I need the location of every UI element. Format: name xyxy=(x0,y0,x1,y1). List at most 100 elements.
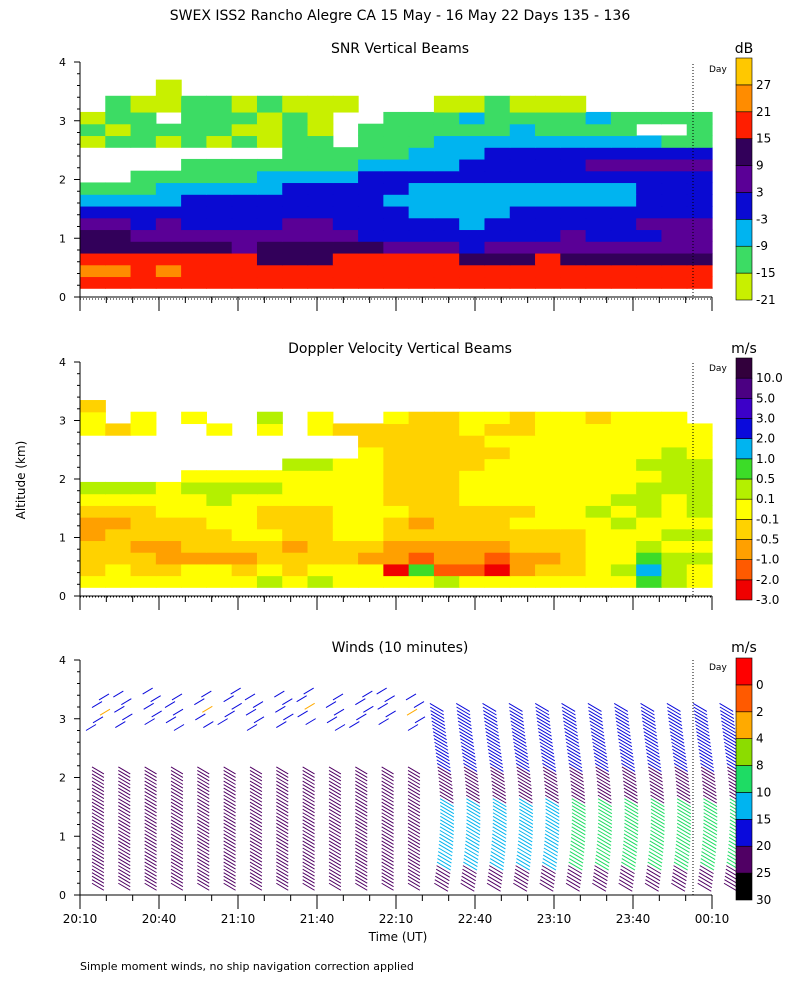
wind-barb xyxy=(440,812,455,822)
wind-barb xyxy=(276,766,289,775)
heatmap-cell xyxy=(256,182,283,195)
wind-barb xyxy=(328,791,342,800)
wind-barb xyxy=(568,762,583,772)
heatmap-cell xyxy=(535,493,561,506)
wind-barb xyxy=(697,741,712,751)
wind-barb xyxy=(516,854,531,864)
wind-barb xyxy=(536,713,551,723)
wind-barb xyxy=(217,718,228,726)
heatmap-cell xyxy=(509,505,536,518)
heatmap-cell xyxy=(686,505,713,518)
heatmap-cell xyxy=(206,481,233,495)
x-axis-label: Time (UT) xyxy=(368,930,428,944)
heatmap-cell xyxy=(383,481,410,495)
heatmap-cell xyxy=(307,575,334,588)
colorbar-swatch xyxy=(735,57,753,86)
colorbar-label: 2 xyxy=(756,705,764,719)
wind-barb xyxy=(462,868,477,878)
heatmap-cell xyxy=(206,493,233,506)
wind-barb xyxy=(571,829,586,839)
wind-barb xyxy=(594,755,609,765)
heatmap-cell xyxy=(358,446,384,460)
heatmap-cell xyxy=(231,194,258,207)
wind-barb xyxy=(144,851,157,859)
wind-barb xyxy=(170,868,184,877)
heatmap-cell xyxy=(358,517,384,530)
wind-barb xyxy=(674,766,689,776)
wind-barb xyxy=(144,794,157,803)
wind-barb xyxy=(434,882,449,892)
heatmap-cell xyxy=(80,505,106,518)
wind-barb xyxy=(646,872,661,882)
heatmap-cell xyxy=(307,170,334,184)
wind-barb xyxy=(697,738,712,748)
heatmap-cell xyxy=(459,170,486,184)
wind-barb xyxy=(569,847,585,857)
wind-barb xyxy=(564,727,579,737)
wind-barb xyxy=(276,801,289,810)
heatmap-cell xyxy=(686,528,713,542)
wind-barb xyxy=(592,745,607,755)
heatmap-cell xyxy=(459,111,486,125)
heatmap-cell xyxy=(383,563,410,577)
wind-barb xyxy=(144,868,157,877)
wind-barb xyxy=(381,794,394,803)
wind-barb xyxy=(621,858,636,868)
heatmap-cell xyxy=(433,481,460,495)
wind-barb xyxy=(571,791,586,801)
wind-barb xyxy=(650,829,665,839)
wind-barb xyxy=(640,710,656,719)
wind-barb xyxy=(598,815,613,825)
wind-barb xyxy=(621,766,636,776)
wind-barb xyxy=(456,710,471,719)
heatmap-cell xyxy=(560,458,587,471)
heatmap-cell xyxy=(686,241,713,254)
heatmap-cell xyxy=(80,111,106,125)
wind-barb xyxy=(620,759,635,769)
heatmap-cell xyxy=(282,252,309,266)
heatmap-cell xyxy=(206,95,233,113)
heatmap-cell xyxy=(358,458,384,471)
heatmap-cell xyxy=(206,170,233,184)
wind-barb xyxy=(545,801,560,811)
wind-barb xyxy=(465,840,480,850)
heatmap-cell xyxy=(130,481,157,495)
heatmap-cell xyxy=(383,241,410,254)
heatmap-cell xyxy=(610,411,637,425)
wind-barb xyxy=(676,819,692,829)
wind-barb xyxy=(537,727,552,737)
colorbar-label: 27 xyxy=(756,78,771,92)
wind-barb xyxy=(568,865,583,875)
wind-barb xyxy=(170,872,184,881)
wind-barb xyxy=(91,815,105,824)
wind-barb xyxy=(407,836,421,845)
heatmap-cell xyxy=(105,276,132,289)
wind-barb xyxy=(407,879,421,888)
heatmap-cell xyxy=(459,205,486,219)
heatmap-cell xyxy=(585,517,612,530)
heatmap-cell xyxy=(206,528,233,542)
wind-barb xyxy=(407,882,421,891)
heatmap-cell xyxy=(661,470,688,483)
wind-barb xyxy=(623,780,638,790)
wind-barb xyxy=(144,780,157,789)
wind-barb xyxy=(650,794,665,804)
heatmap-cell xyxy=(535,147,561,160)
wind-barb xyxy=(407,808,421,817)
heatmap-cell xyxy=(206,252,233,266)
wind-barb xyxy=(328,798,342,807)
wind-barb xyxy=(355,805,368,814)
heatmap-cell xyxy=(332,458,359,471)
colorbar-swatch xyxy=(735,111,753,139)
heatmap-cell xyxy=(636,411,663,425)
heatmap-cell xyxy=(80,276,106,289)
wind-barb xyxy=(381,844,394,852)
heatmap-cell xyxy=(610,135,637,148)
heatmap-cell xyxy=(358,276,384,289)
wind-barb xyxy=(561,706,576,716)
heatmap-cell xyxy=(408,552,435,565)
heatmap-cell xyxy=(383,194,410,207)
wind-barb xyxy=(91,875,105,884)
